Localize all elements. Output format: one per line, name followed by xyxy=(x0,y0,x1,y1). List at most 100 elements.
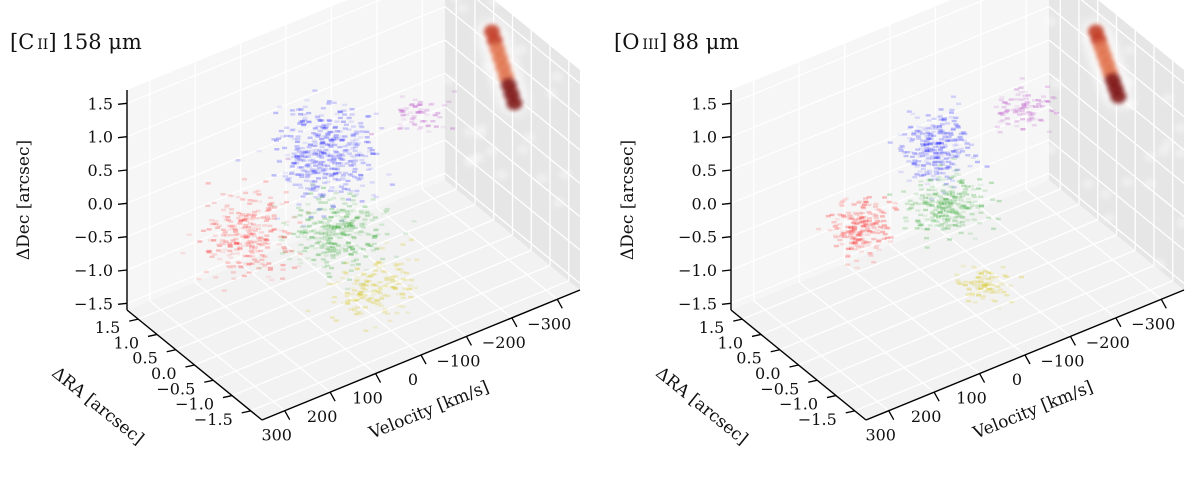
clump-point xyxy=(997,281,1003,285)
projection-noise xyxy=(515,44,528,55)
clump-point xyxy=(932,219,938,222)
clump-point xyxy=(247,262,253,266)
clump-point xyxy=(858,250,864,253)
clump-point xyxy=(299,166,305,170)
clump-point xyxy=(936,199,942,203)
clump-point xyxy=(851,241,857,244)
clump-point xyxy=(1017,112,1023,116)
clump-point xyxy=(987,288,993,291)
clump-point xyxy=(350,133,356,136)
dec-tick xyxy=(721,236,732,239)
clump-point xyxy=(926,156,932,160)
clump-point xyxy=(268,229,274,232)
clump-point xyxy=(319,169,325,173)
clump-point xyxy=(929,154,935,158)
clump-point xyxy=(331,211,337,215)
clump-point xyxy=(294,161,300,165)
clump-point xyxy=(252,246,258,249)
clump-point xyxy=(304,210,310,214)
projection-noise xyxy=(517,144,530,155)
clump-point xyxy=(309,244,315,248)
clump-point xyxy=(364,268,370,272)
clump-point xyxy=(414,111,420,114)
clump-point xyxy=(855,233,861,237)
clump-point xyxy=(308,153,314,156)
clump-point xyxy=(864,224,870,227)
clump-point xyxy=(816,227,822,231)
clump-point xyxy=(345,302,351,305)
clump-point xyxy=(322,208,328,211)
clump-point xyxy=(983,290,989,293)
clump-point xyxy=(318,193,324,196)
clump-point xyxy=(424,108,430,111)
clump-point xyxy=(249,244,255,247)
clump-point xyxy=(985,283,991,287)
clump-point xyxy=(942,160,948,163)
clump-point xyxy=(276,160,282,163)
clump-point xyxy=(976,221,982,225)
clump-point xyxy=(289,129,295,132)
projection-noise xyxy=(536,173,549,184)
clump-point xyxy=(937,152,943,155)
clump-point xyxy=(985,277,991,281)
clump-point xyxy=(942,201,948,205)
clump-point xyxy=(925,162,931,165)
clump-point xyxy=(412,104,418,108)
velocity-tick-label: −200 xyxy=(1086,333,1130,352)
clump-point xyxy=(303,192,309,195)
clump-point xyxy=(342,150,348,154)
clump-point xyxy=(302,118,308,122)
clump-point xyxy=(944,122,950,125)
clump-point xyxy=(942,131,948,135)
clump-point xyxy=(924,142,930,145)
clump-point xyxy=(342,127,348,130)
clump-point xyxy=(369,148,375,152)
clump-point xyxy=(212,234,218,237)
clump-point xyxy=(845,247,851,251)
clump-point xyxy=(209,255,215,258)
clump-point xyxy=(319,138,325,141)
clump-point xyxy=(373,195,379,199)
clump-point xyxy=(324,261,330,264)
clump-point xyxy=(925,137,931,140)
clump-point xyxy=(1004,117,1010,120)
clump-point xyxy=(312,141,318,144)
clump-point xyxy=(349,292,355,296)
clump-point xyxy=(322,217,328,220)
clump-point xyxy=(274,217,280,220)
clump-point xyxy=(209,219,215,222)
clump-point xyxy=(342,103,348,107)
clump-point xyxy=(251,240,257,244)
clump-point xyxy=(334,120,340,123)
clump-point xyxy=(353,299,359,302)
clump-point xyxy=(326,245,332,249)
clump-point xyxy=(380,264,386,267)
grid-line xyxy=(138,188,457,320)
clump-point xyxy=(876,239,882,242)
clump-point xyxy=(876,208,882,211)
clump-point xyxy=(310,183,316,186)
clump-point xyxy=(243,191,249,195)
clump-point xyxy=(292,162,298,165)
clump-point xyxy=(310,183,316,186)
clump-point xyxy=(953,116,959,120)
clump-point xyxy=(375,233,381,236)
clump-point xyxy=(951,201,957,205)
clump-point xyxy=(950,127,956,130)
clump-point xyxy=(327,219,333,222)
clump-point xyxy=(346,278,352,281)
clump-point xyxy=(246,225,252,229)
clump-point xyxy=(337,110,343,113)
velocity-tick-label: 100 xyxy=(352,389,383,408)
clump-point xyxy=(374,152,380,156)
clump-point xyxy=(298,130,304,133)
clump-point xyxy=(330,173,336,176)
clump-point xyxy=(856,217,862,221)
clump-point xyxy=(317,166,323,170)
clump-point xyxy=(919,142,925,146)
clump-point xyxy=(321,186,327,190)
clump-point xyxy=(284,134,290,138)
clump-point xyxy=(326,241,332,245)
clump-point xyxy=(934,208,940,211)
clump-point xyxy=(330,242,336,245)
